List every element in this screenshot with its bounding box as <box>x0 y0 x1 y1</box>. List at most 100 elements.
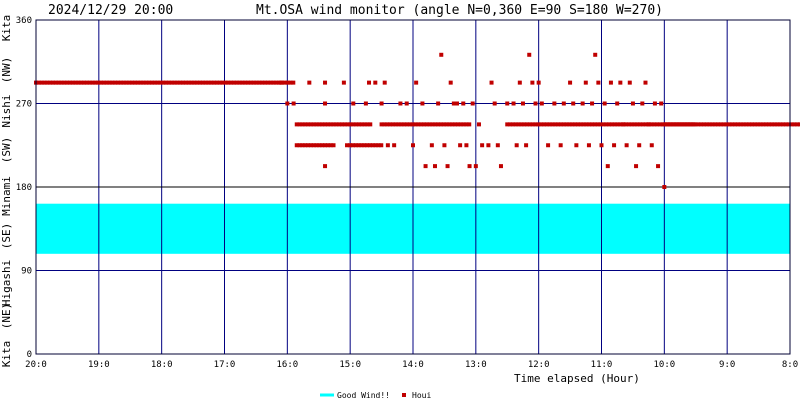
houi-point <box>517 80 522 85</box>
houi-point <box>282 80 287 85</box>
houi-point <box>442 143 447 148</box>
y-axis-label: Kita (NE)Higashi (SE) Minami (SW) Nishi (NW) Ki… <box>0 15 13 368</box>
y-axis-label-segment: Nishi <box>0 94 13 127</box>
houi-point <box>345 143 350 148</box>
houi-point <box>574 143 579 148</box>
houi-point <box>498 164 503 169</box>
y-tick-label: 90 <box>21 267 32 277</box>
houi-point <box>634 164 639 169</box>
houi-point <box>359 122 364 127</box>
houi-point <box>595 122 600 127</box>
houi-point <box>348 143 353 148</box>
houi-point <box>237 80 242 85</box>
houi-point <box>727 122 732 127</box>
houi-point <box>379 122 384 127</box>
houi-point <box>467 122 472 127</box>
houi-point <box>410 122 415 127</box>
houi-point <box>209 80 214 85</box>
houi-point <box>539 101 544 106</box>
houi-point <box>317 143 322 148</box>
houi-point <box>348 122 353 127</box>
houi-point <box>39 80 44 85</box>
houi-point <box>508 122 513 127</box>
houi-point <box>436 101 441 106</box>
houi-point <box>590 122 595 127</box>
houi-point <box>464 122 469 127</box>
houi-point <box>373 80 378 85</box>
houi-point <box>713 122 718 127</box>
houi-point <box>36 80 41 85</box>
houi-point <box>212 80 217 85</box>
houi-point <box>530 80 535 85</box>
houi-point <box>764 122 769 127</box>
y-tick-label: 270 <box>16 100 32 110</box>
houi-point <box>246 80 251 85</box>
houi-point <box>164 80 169 85</box>
houi-point <box>527 52 532 57</box>
houi-point <box>402 122 407 127</box>
houi-point <box>733 122 738 127</box>
houi-point <box>609 122 614 127</box>
houi-point <box>314 122 319 127</box>
houi-point <box>104 80 109 85</box>
y-axis-label-segment: Kita <box>0 15 13 42</box>
houi-point <box>382 122 387 127</box>
houi-point <box>581 122 586 127</box>
houi-point <box>192 80 197 85</box>
houi-point <box>373 143 378 148</box>
houi-point <box>115 80 120 85</box>
houi-point <box>73 80 78 85</box>
y-tick-labels: 0 90 180 270 360 <box>16 16 32 360</box>
houi-point <box>113 80 118 85</box>
houi-point <box>263 80 268 85</box>
houi-point <box>667 122 672 127</box>
houi-point <box>682 122 687 127</box>
houi-point <box>138 80 143 85</box>
houi-point <box>505 122 510 127</box>
houi-point <box>297 143 302 148</box>
houi-point <box>189 80 194 85</box>
houi-point <box>79 80 84 85</box>
houi-point <box>149 80 154 85</box>
houi-point <box>166 80 171 85</box>
houi-point <box>755 122 760 127</box>
houi-point <box>353 143 358 148</box>
houi-point <box>152 80 157 85</box>
houi-point <box>50 80 55 85</box>
chart-title: Mt.OSA wind monitor (angle N=0,360 E=90 … <box>256 3 663 18</box>
houi-point <box>624 143 629 148</box>
houi-point <box>121 80 126 85</box>
houi-point <box>101 80 106 85</box>
houi-point <box>586 143 591 148</box>
y-axis-label-segment: (NE) <box>0 303 13 330</box>
houi-point <box>300 122 305 127</box>
houi-point <box>665 122 670 127</box>
houi-point <box>376 143 381 148</box>
houi-point <box>370 143 375 148</box>
houi-point <box>341 80 346 85</box>
houi-point <box>769 122 774 127</box>
houi-point <box>291 80 296 85</box>
houi-point <box>271 80 276 85</box>
houi-point <box>679 122 684 127</box>
houi-point <box>169 80 174 85</box>
houi-point <box>110 80 115 85</box>
houi-point <box>615 122 620 127</box>
houi-point <box>288 80 293 85</box>
houi-point <box>257 80 262 85</box>
houi-point <box>584 122 589 127</box>
houi-point <box>752 122 757 127</box>
houi-point <box>99 80 104 85</box>
houi-point <box>363 101 368 106</box>
houi-point <box>399 122 404 127</box>
houi-point <box>351 101 356 106</box>
houi-point <box>561 122 566 127</box>
houi-point <box>455 122 460 127</box>
houi-point <box>458 122 463 127</box>
houi-point <box>323 122 328 127</box>
houi-point <box>339 122 344 127</box>
houi-point <box>385 143 390 148</box>
houi-point <box>578 122 583 127</box>
houi-point <box>429 143 434 148</box>
houi-point <box>552 101 557 106</box>
